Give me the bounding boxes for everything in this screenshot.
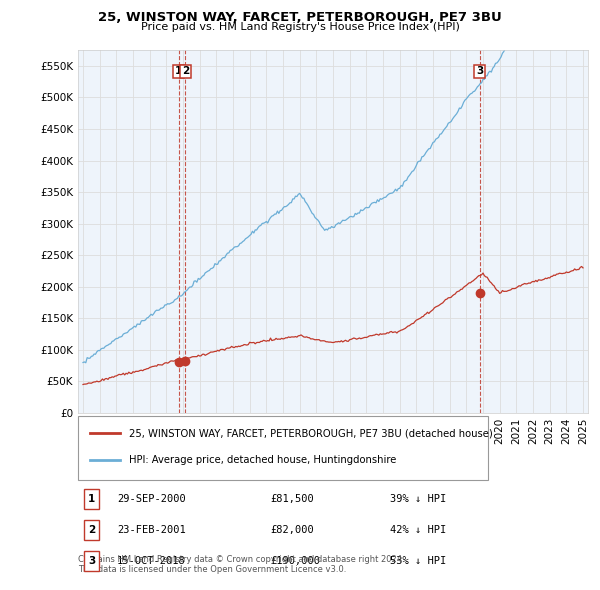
Text: Price paid vs. HM Land Registry's House Price Index (HPI): Price paid vs. HM Land Registry's House …	[140, 22, 460, 32]
Text: £190,000: £190,000	[270, 556, 320, 566]
Text: 39% ↓ HPI: 39% ↓ HPI	[390, 494, 446, 504]
Text: Contains HM Land Registry data © Crown copyright and database right 2024.: Contains HM Land Registry data © Crown c…	[78, 555, 404, 563]
Text: 29-SEP-2000: 29-SEP-2000	[117, 494, 186, 504]
Text: 25, WINSTON WAY, FARCET, PETERBOROUGH, PE7 3BU: 25, WINSTON WAY, FARCET, PETERBOROUGH, P…	[98, 11, 502, 24]
Text: 1: 1	[175, 67, 182, 77]
Text: 23-FEB-2001: 23-FEB-2001	[117, 525, 186, 535]
Text: 2: 2	[182, 67, 189, 77]
Text: 1: 1	[88, 494, 95, 504]
Text: £81,500: £81,500	[270, 494, 314, 504]
Text: 2: 2	[88, 525, 95, 535]
Text: HPI: Average price, detached house, Huntingdonshire: HPI: Average price, detached house, Hunt…	[129, 455, 397, 465]
Text: 3: 3	[88, 556, 95, 566]
Text: 53% ↓ HPI: 53% ↓ HPI	[390, 556, 446, 566]
Text: This data is licensed under the Open Government Licence v3.0.: This data is licensed under the Open Gov…	[78, 565, 346, 574]
Text: £82,000: £82,000	[270, 525, 314, 535]
Text: 25, WINSTON WAY, FARCET, PETERBOROUGH, PE7 3BU (detached house): 25, WINSTON WAY, FARCET, PETERBOROUGH, P…	[129, 428, 493, 438]
Text: 42% ↓ HPI: 42% ↓ HPI	[390, 525, 446, 535]
Text: 3: 3	[476, 67, 483, 77]
Text: 15-OCT-2018: 15-OCT-2018	[117, 556, 186, 566]
